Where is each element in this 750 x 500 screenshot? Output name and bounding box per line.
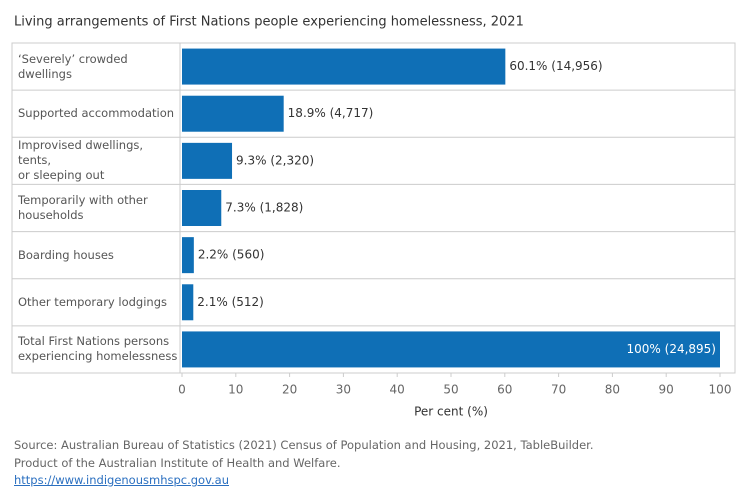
data-label: 7.3% (1,828)	[225, 201, 303, 215]
x-tick-label: 50	[443, 383, 458, 397]
source-note: Source: Australian Bureau of Statistics …	[14, 438, 594, 452]
bar	[182, 142, 233, 179]
x-tick-label: 70	[551, 383, 566, 397]
bar	[182, 331, 720, 368]
data-label: 2.2% (560)	[198, 248, 265, 262]
bar	[182, 284, 194, 321]
source-link[interactable]: https://www.indigenousmhspc.gov.au	[14, 473, 229, 487]
x-tick-label: 30	[336, 383, 351, 397]
category-label: Other temporary lodgings	[18, 294, 168, 309]
category-label: Improvised dwellings, tents, or sleeping…	[18, 138, 144, 183]
data-label: 100% (24,895)	[627, 342, 716, 356]
category-label: ‘Severely’ crowded dwellings	[18, 51, 128, 81]
x-tick-label: 20	[282, 383, 297, 397]
bar	[182, 48, 506, 85]
category-label: Boarding houses	[18, 247, 114, 262]
x-tick-label: 60	[497, 383, 512, 397]
bar	[182, 237, 194, 274]
source-note: Product of the Australian Institute of H…	[14, 456, 341, 470]
category-label: Supported accommodation	[18, 106, 175, 121]
x-axis-title: Per cent (%)	[414, 405, 488, 419]
x-tick-label: 40	[390, 383, 405, 397]
plot-frame	[11, 42, 736, 374]
data-label: 9.3% (2,320)	[236, 153, 314, 167]
x-tick-label: 80	[605, 383, 620, 397]
data-label: 60.1% (14,956)	[509, 59, 602, 73]
x-tick-label: 100	[709, 383, 732, 397]
chart-title: Living arrangements of First Nations peo…	[14, 15, 524, 30]
data-label: 2.1% (512)	[197, 295, 264, 309]
category-label: Total First Nations persons experiencing…	[18, 334, 178, 364]
category-label: Temporarily with other households	[18, 192, 148, 222]
x-tick-label: 0	[178, 383, 186, 397]
data-label: 18.9% (4,717)	[288, 106, 374, 120]
x-tick-label: 90	[659, 383, 674, 397]
x-tick-label: 10	[228, 383, 243, 397]
bar	[182, 95, 284, 132]
bar	[182, 190, 222, 226]
